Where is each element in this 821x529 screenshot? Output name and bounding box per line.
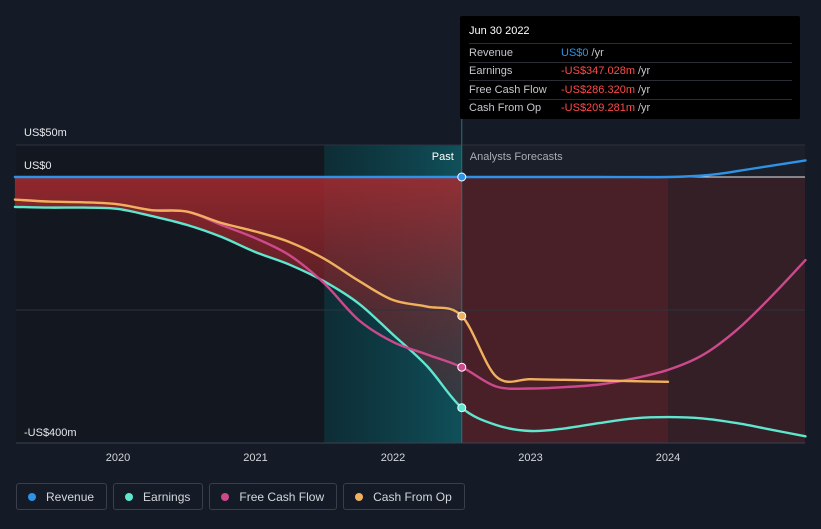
tooltip-value: -US$209.281m xyxy=(561,102,635,115)
tooltip-value: -US$286.320m xyxy=(561,83,635,96)
legend-dot-icon xyxy=(355,492,364,501)
tooltip-panel: Jun 30 2022 Revenue US$0 /yr Earnings -U… xyxy=(460,16,800,119)
legend-dot-icon xyxy=(28,492,36,501)
tooltip-unit: /yr xyxy=(591,46,604,59)
tooltip-unit: /yr xyxy=(638,65,651,78)
marker-cash-from-op xyxy=(457,311,467,321)
forecast-label: Analysts Forecasts xyxy=(470,151,563,163)
legend-label: Earnings xyxy=(143,489,191,504)
tooltip-row-free-cash-flow: Free Cash Flow -US$286.320m /yr xyxy=(469,80,792,99)
y-tick-label: US$50m xyxy=(24,127,67,139)
tooltip-value: -US$347.028m xyxy=(561,65,635,78)
tooltip-row-cash-from-op: Cash From Op -US$209.281m /yr xyxy=(469,98,792,118)
legend-dot-icon xyxy=(125,492,134,501)
y-tick-label: US$0 xyxy=(24,160,52,172)
legend: Revenue Earnings Free Cash Flow Cash Fro… xyxy=(16,483,465,510)
x-tick-label: 2021 xyxy=(243,452,267,464)
past-loss-area xyxy=(14,177,462,408)
marker-free-cash-flow xyxy=(457,362,467,372)
legend-label: Revenue xyxy=(46,489,95,504)
tooltip-label: Free Cash Flow xyxy=(469,83,547,96)
past-label: Past xyxy=(432,151,454,163)
tooltip-row-revenue: Revenue US$0 /yr xyxy=(469,43,792,62)
legend-label: Free Cash Flow xyxy=(239,489,325,504)
legend-label: Cash From Op xyxy=(373,489,452,504)
marker-earnings xyxy=(457,403,467,413)
tooltip-label: Revenue xyxy=(469,46,514,59)
x-tick-label: 2020 xyxy=(106,452,130,464)
x-tick-label: 2022 xyxy=(381,452,405,464)
legend-item-revenue[interactable]: Revenue xyxy=(16,483,108,510)
tooltip-date: Jun 30 2022 xyxy=(469,25,530,37)
x-tick-label: 2024 xyxy=(656,452,680,464)
tooltip-unit: /yr xyxy=(638,102,651,115)
tooltip-label: Cash From Op xyxy=(469,102,542,115)
series-line-free-cash-flow xyxy=(151,208,807,390)
tooltip-value: US$0 xyxy=(561,46,589,59)
tooltip-row-earnings: Earnings -US$347.028m /yr xyxy=(469,61,792,81)
legend-item-cash-from-op[interactable]: Cash From Op xyxy=(343,483,465,510)
legend-item-free-cash-flow[interactable]: Free Cash Flow xyxy=(209,483,338,510)
legend-item-earnings[interactable]: Earnings xyxy=(113,483,204,510)
series-line-cash-from-op xyxy=(13,198,670,384)
tooltip-label: Earnings xyxy=(469,65,513,78)
x-tick-label: 2023 xyxy=(518,452,542,464)
series-line-revenue xyxy=(13,159,807,179)
tooltip-unit: /yr xyxy=(638,83,651,96)
legend-dot-icon xyxy=(221,492,230,501)
marker-revenue xyxy=(457,172,467,182)
y-tick-label: -US$400m xyxy=(24,427,77,439)
